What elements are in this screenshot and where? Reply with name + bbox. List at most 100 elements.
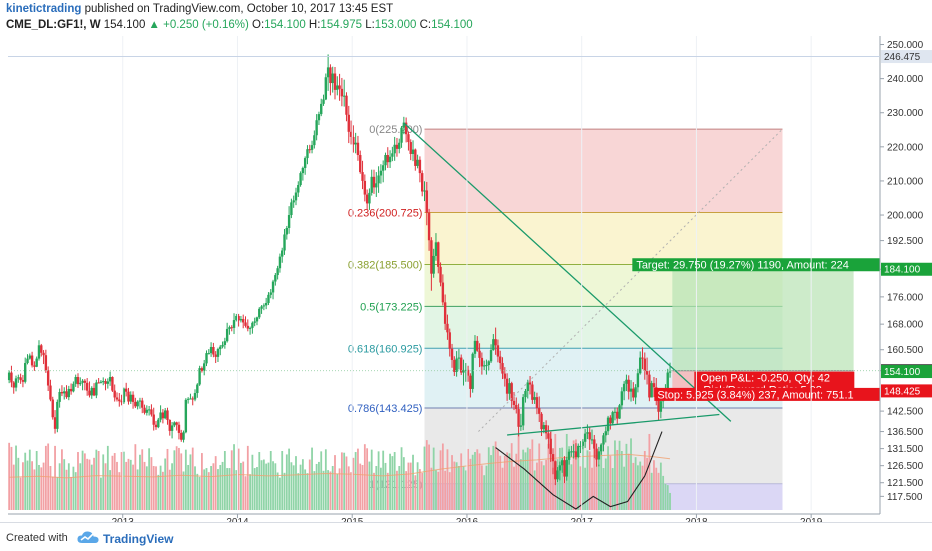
candle-body: [517, 409, 520, 427]
candle-body: [430, 240, 433, 274]
price-chart[interactable]: 0(225.200) 0.236(200.725) 0.382(185.500) 0.…: [0, 0, 932, 522]
candle-body: [379, 170, 383, 176]
candle-body: [574, 451, 578, 458]
volume-bar: [274, 463, 277, 510]
price-tick-label: 121.500: [887, 478, 924, 489]
candle-body: [616, 411, 619, 419]
target-label: Target: 29.750 (19.27%) 1190, Amount: 22…: [636, 260, 849, 272]
volume-bar: [22, 462, 24, 510]
candle-body: [556, 470, 559, 480]
candle-body: [393, 144, 396, 154]
stop-label: Stop: 5.925 (3.84%) 237, Amount: 751.1: [657, 389, 853, 401]
position-labels[interactable]: Target: 29.750 (19.27%) 1190, Amount: 22…: [632, 258, 880, 401]
candle-body: [443, 302, 447, 324]
candle-body: [521, 397, 525, 426]
candle-body: [439, 266, 442, 283]
price-badge-bg: [881, 384, 932, 398]
candle-body: [469, 375, 472, 389]
volume-bar: [476, 449, 479, 510]
candle-body: [542, 425, 546, 430]
volume-bar: [597, 464, 600, 510]
volume-bar: [262, 459, 265, 510]
volume-bar: [308, 459, 311, 510]
volume-bar: [184, 449, 187, 510]
volume-bar: [650, 472, 653, 510]
volume-bar: [253, 468, 256, 510]
candle-body: [473, 340, 477, 354]
candle-body: [606, 417, 610, 432]
volume-bar: [593, 442, 596, 510]
volume-bar: [281, 451, 284, 510]
volume-bar: [659, 462, 662, 510]
volume-bar: [591, 467, 593, 510]
candle-body: [301, 167, 305, 174]
volume-bar: [377, 451, 380, 510]
volume-bar: [251, 454, 254, 510]
drawings[interactable]: [403, 122, 783, 510]
price-badge-label: 148.425: [884, 386, 921, 397]
publisher-name[interactable]: kinetictrading: [6, 3, 82, 15]
candle-body: [193, 393, 197, 400]
close-value: 154.100: [431, 19, 473, 31]
candle-body: [421, 173, 424, 192]
volume-bar: [67, 463, 70, 510]
volume-bar: [148, 448, 151, 510]
volume-bar: [256, 467, 258, 510]
candle-body: [131, 394, 135, 402]
candle-body: [310, 145, 314, 150]
volume-bar: [267, 462, 270, 510]
volume-bar: [547, 443, 550, 510]
volume-bar: [545, 459, 548, 510]
volume-bar: [579, 466, 582, 510]
volume-bar: [196, 473, 199, 510]
tradingview-cloud-icon[interactable]: [76, 529, 100, 545]
volume-bar: [620, 451, 623, 510]
candle-body: [244, 322, 247, 326]
candle-body: [581, 441, 585, 446]
volume-bar: [478, 453, 481, 510]
volume-bar: [386, 472, 389, 510]
candle-body: [69, 388, 73, 392]
volume-bar: [430, 467, 433, 510]
open-pnl-label: Open P&L: -0.250, Qty: 42: [700, 373, 830, 385]
volume-bar: [269, 451, 272, 510]
volume-bar: [164, 458, 167, 510]
stop-label-bg: [654, 387, 880, 401]
candle-body: [515, 404, 518, 410]
volume-bar: [513, 466, 515, 510]
volume-bar: [340, 452, 343, 510]
volume-bar: [614, 440, 616, 510]
symbol-label[interactable]: CME_DL:GF1!, W: [6, 19, 101, 31]
candle-body: [255, 317, 259, 322]
candle-body: [496, 345, 500, 357]
volume-bar: [81, 450, 84, 510]
candle-body: [460, 357, 463, 373]
volume-bar: [455, 462, 458, 510]
price-tick-label: 200.000: [887, 211, 924, 222]
low-value: 153.000: [374, 19, 417, 31]
candle-body: [457, 357, 461, 359]
volume-bar: [219, 464, 222, 510]
candle-body: [170, 425, 174, 431]
candle-body: [450, 348, 454, 360]
candle-body: [113, 390, 116, 398]
volume-bar: [584, 467, 587, 510]
volume-bar: [393, 452, 396, 510]
candle-body: [180, 432, 183, 440]
volume-bar: [549, 431, 552, 510]
candle-body: [668, 371, 672, 373]
candle-body: [540, 413, 543, 430]
price-badge-label: 246.475: [884, 52, 921, 63]
candle-body: [21, 380, 25, 382]
volume-bar: [469, 458, 472, 510]
tradingview-brand[interactable]: TradingView: [103, 532, 174, 546]
candle-body: [58, 392, 61, 402]
volume-bar: [31, 461, 33, 510]
volume-bar: [618, 440, 621, 510]
candle-body: [347, 114, 350, 132]
candle-body: [281, 250, 284, 257]
candle-body: [136, 401, 139, 407]
candle-body: [76, 377, 80, 385]
volume-bar: [519, 459, 522, 510]
volume-bar: [49, 466, 52, 510]
